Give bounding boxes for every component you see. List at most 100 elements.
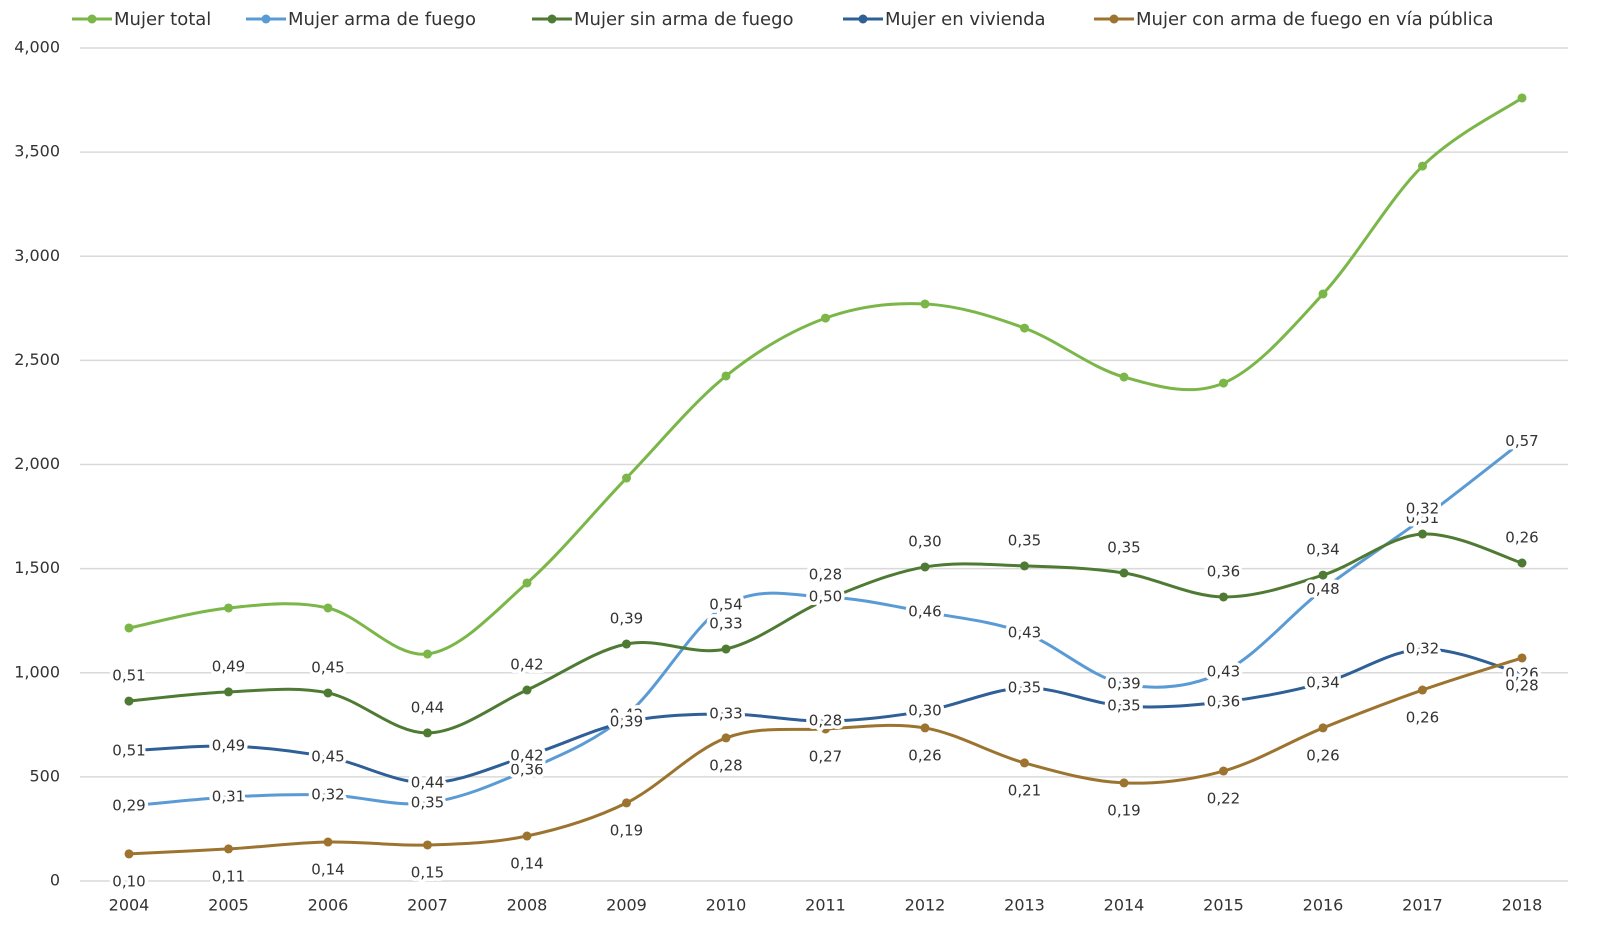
x-tick-label: 2007 (407, 896, 448, 915)
y-tick-label: 4,000 (14, 38, 60, 57)
data-label: 0,28 (809, 566, 842, 584)
data-label: 0,39 (610, 610, 643, 628)
marker (423, 728, 432, 738)
data-label: 0,34 (1306, 541, 1339, 559)
data-label: 0,50 (809, 587, 842, 605)
x-tick-label: 2014 (1104, 896, 1145, 915)
marker (323, 603, 333, 613)
legend-item: Mujer en vivienda (843, 9, 1046, 30)
data-label: 0,30 (908, 702, 941, 720)
x-tick-label: 2005 (208, 896, 249, 915)
legend-marker (1109, 14, 1119, 24)
data-label: 0,42 (510, 656, 543, 674)
x-tick-label: 2016 (1303, 896, 1344, 915)
marker (721, 644, 731, 654)
data-label: 0,27 (809, 747, 842, 765)
marker (323, 837, 333, 847)
legend-item: Mujer con arma de fuego en vía pública (1094, 9, 1494, 30)
y-tick-label: 3,500 (14, 142, 60, 161)
x-tick-label: 2012 (905, 896, 946, 915)
marker (622, 798, 631, 808)
marker (1418, 161, 1427, 171)
data-label: 0,32 (1406, 500, 1439, 518)
data-label: 0,26 (908, 746, 941, 764)
legend-item: Mujer total (72, 9, 211, 30)
series-line (128, 647, 1523, 785)
data-label: 0,44 (411, 698, 444, 716)
x-tick-label: 2015 (1203, 896, 1244, 915)
data-label: 0,15 (411, 863, 444, 881)
marker (124, 623, 134, 633)
marker (423, 840, 432, 850)
data-label: 0,39 (610, 712, 643, 730)
marker (1219, 766, 1228, 776)
data-label: 0,51 (112, 742, 145, 760)
y-tick-label: 1,500 (14, 558, 60, 577)
marker (821, 313, 830, 323)
data-label: 0,28 (1505, 676, 1538, 694)
data-label: 0,51 (112, 667, 145, 685)
data-label: 0,10 (112, 872, 145, 890)
legend-label: Mujer en vivienda (885, 9, 1046, 30)
x-tick-label: 2018 (1502, 896, 1543, 915)
marker (622, 473, 631, 483)
marker (821, 724, 830, 734)
data-label: 0,19 (1107, 801, 1140, 819)
x-tick-label: 2017 (1402, 896, 1443, 915)
data-label: 0,32 (1406, 640, 1439, 658)
data-label: 0,43 (1207, 662, 1240, 680)
marker (1020, 758, 1029, 768)
marker (1119, 372, 1129, 382)
data-label: 0,26 (1406, 709, 1439, 727)
lines (124, 93, 1527, 859)
marker (721, 371, 731, 381)
marker (522, 831, 532, 841)
data-label: 0,49 (212, 657, 245, 675)
x-tick-label: 2004 (109, 896, 150, 915)
marker (920, 299, 930, 309)
legend-marker (858, 14, 868, 24)
data-labels: 0,29 0,31 0,32 0,350,360,420,54 0,500,460,43… (109, 429, 1542, 894)
data-label: 0,11 (212, 867, 245, 885)
marker (1418, 529, 1427, 539)
data-label: 0,35 (411, 793, 444, 811)
data-label: 0,28 (809, 712, 842, 730)
marker (1318, 570, 1328, 580)
data-label: 0,46 (908, 602, 941, 620)
y-tick-label: 2,000 (14, 454, 60, 473)
data-label: 0,48 (1306, 580, 1339, 598)
data-label: 0,42 (510, 747, 543, 765)
marker (1318, 289, 1328, 299)
data-label: 0,49 (212, 737, 245, 755)
marker (1318, 723, 1328, 733)
data-label: 0,42 (610, 706, 643, 724)
data-label: 0,39 (1107, 674, 1140, 692)
marker (224, 844, 233, 854)
marker (522, 578, 532, 588)
data-label: 0,30 (908, 532, 941, 550)
data-label: 0,36 (1207, 692, 1240, 710)
marker (1020, 323, 1029, 333)
data-label: 0,54 (709, 596, 742, 614)
data-label: 0,26 (1505, 529, 1538, 547)
data-label: 0,51 (1406, 509, 1439, 527)
data-label: 0,35 (1008, 531, 1041, 549)
y-tick-label: 3,000 (14, 246, 60, 265)
data-label: 0,33 (709, 704, 742, 722)
marker (522, 685, 532, 695)
data-label: 0,57 (1505, 432, 1538, 450)
marker (423, 649, 432, 659)
data-label: 0,14 (311, 861, 344, 879)
data-label: 0,29 (112, 797, 145, 815)
marker (1119, 778, 1129, 788)
legend-label: Mujer sin arma de fuego (574, 9, 794, 30)
marker (920, 562, 930, 572)
data-label: 0,35 (1008, 678, 1041, 696)
marker (622, 639, 631, 649)
data-label: 0,28 (709, 756, 742, 774)
marker (124, 696, 134, 706)
data-label: 0,26 (1306, 746, 1339, 764)
x-tick-label: 2013 (1004, 896, 1045, 915)
